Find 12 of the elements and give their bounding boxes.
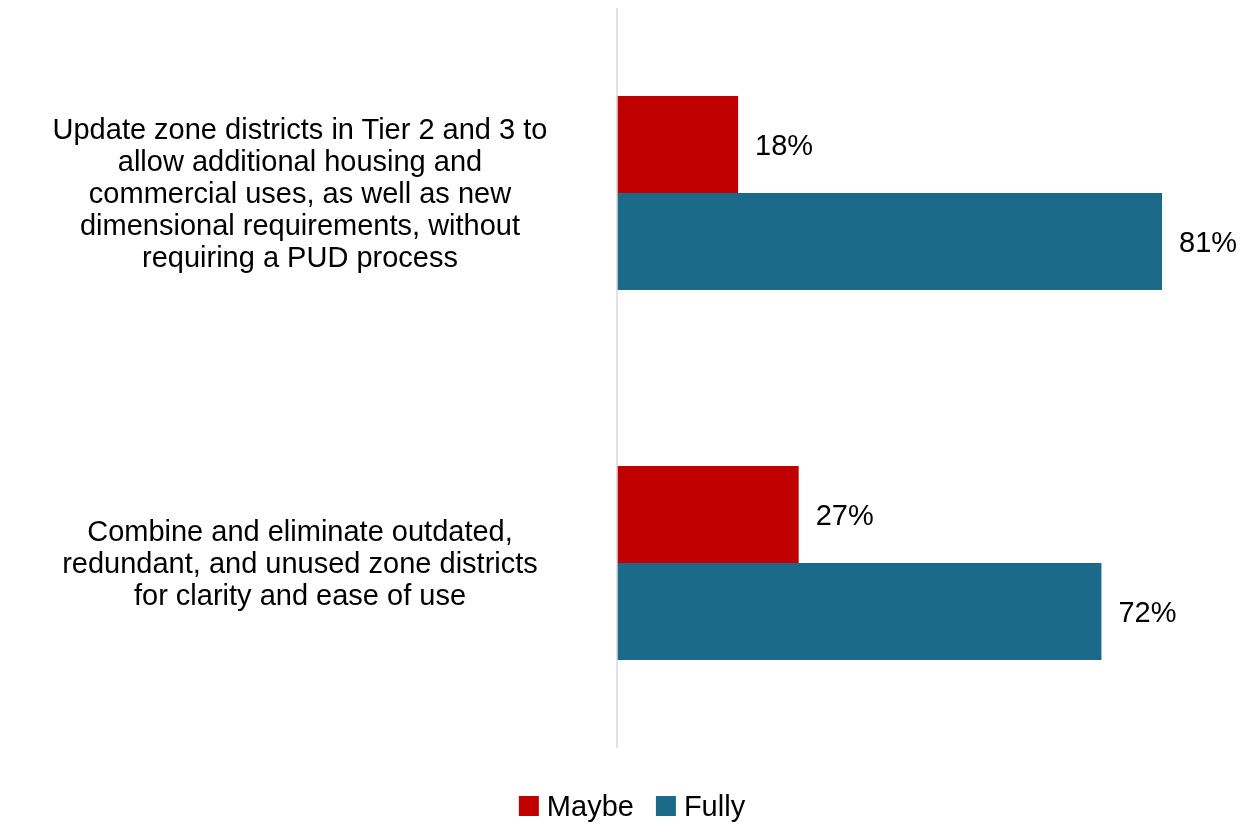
data-label: 81% xyxy=(1179,225,1238,258)
y-tick-label: Update zone districts in Tier 2 and 3 to allow additional housing and commercial uses, as well as new dimensional requirements, without requiring a PUD process xyxy=(52,113,548,274)
legend-label: Fully xyxy=(683,790,746,823)
data-label: 18% xyxy=(755,128,814,161)
bar xyxy=(617,466,799,563)
bar xyxy=(617,563,1102,660)
bar xyxy=(617,193,1162,290)
bar xyxy=(617,96,739,193)
legend-label: Maybe xyxy=(546,790,634,823)
data-label: 27% xyxy=(815,498,874,531)
data-label: 72% xyxy=(1118,595,1177,628)
y-tick-label: Combine and eliminate outdated, redundant, and unused zone districts for clarity and ease of use xyxy=(62,515,538,612)
